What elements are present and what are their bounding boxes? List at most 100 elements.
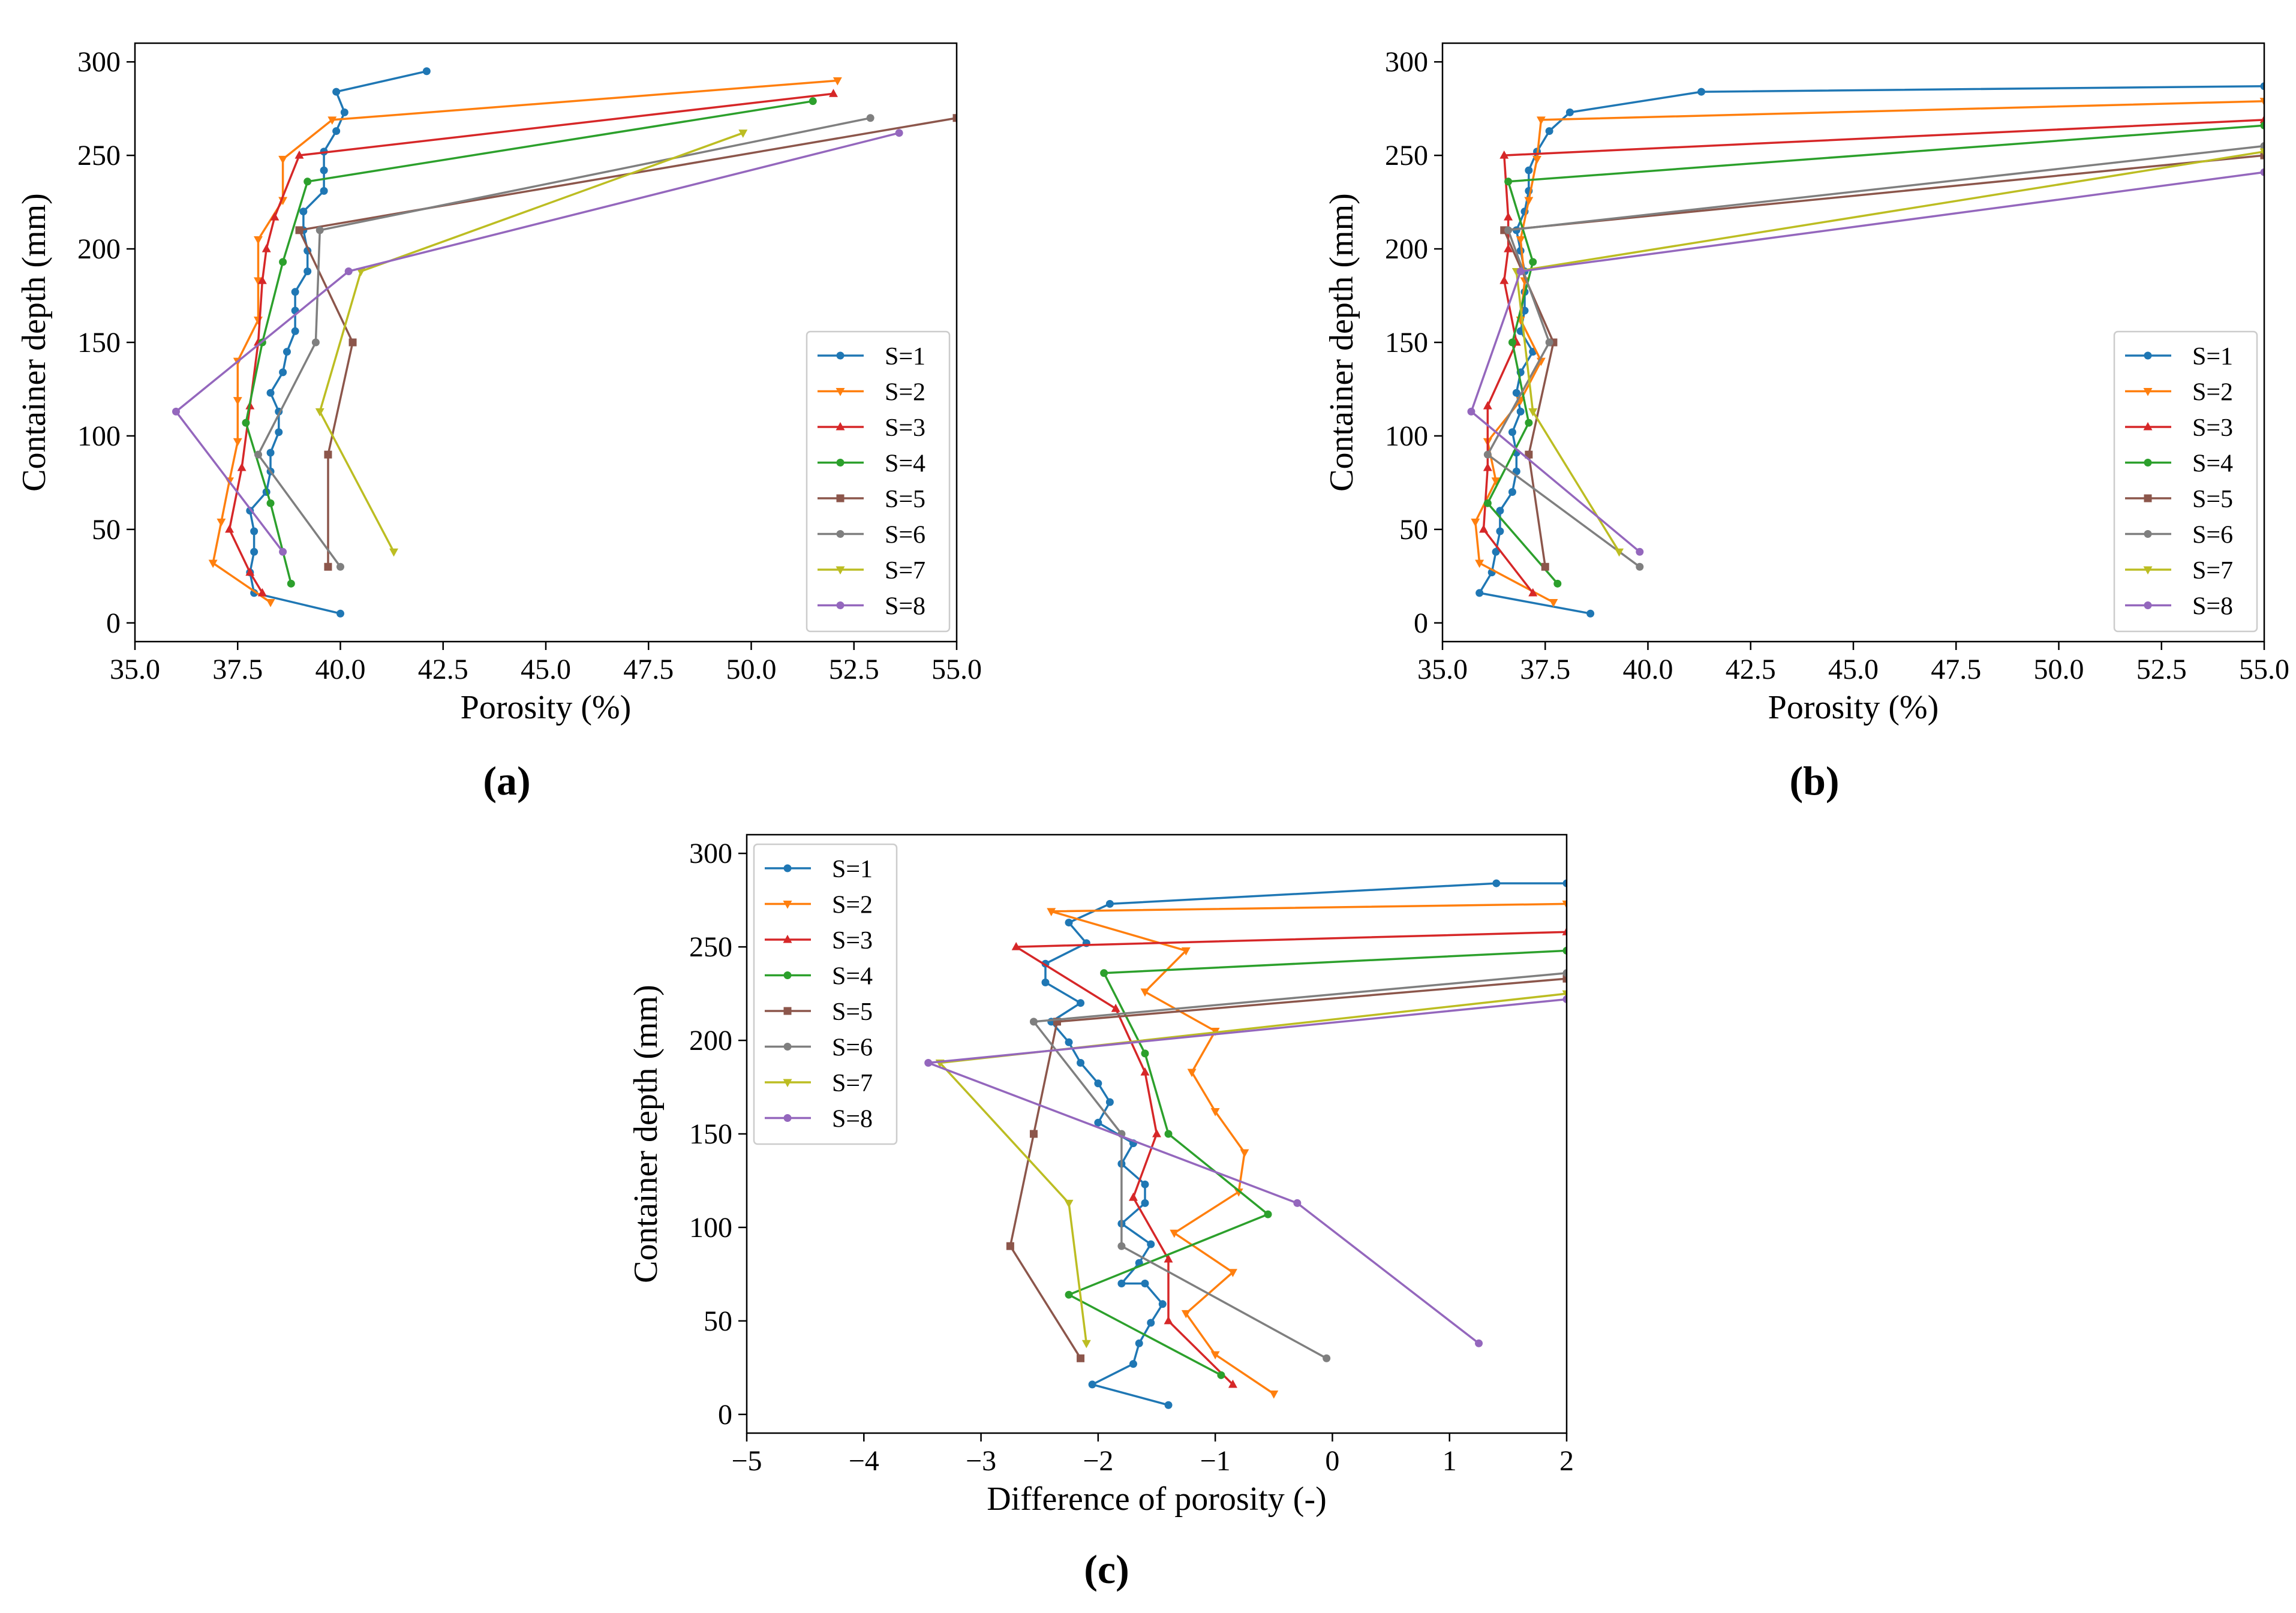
data-point <box>1504 177 1513 186</box>
data-point <box>336 562 344 571</box>
data-point <box>1117 1280 1126 1287</box>
data-point <box>2260 151 2264 160</box>
data-point <box>1088 1380 1096 1389</box>
data-point <box>1094 1118 1102 1127</box>
data-point <box>291 288 299 296</box>
data-point <box>1081 1340 1091 1349</box>
data-point <box>1140 1067 1150 1076</box>
data-point <box>324 450 332 459</box>
data-point <box>1562 995 1567 1003</box>
series-line-8 <box>927 998 1567 1344</box>
data-point <box>2260 142 2264 151</box>
y-tick-label: 50 <box>1399 514 1428 546</box>
data-point <box>1147 1240 1155 1248</box>
data-point <box>237 462 247 471</box>
data-point <box>833 77 842 86</box>
data-point <box>1006 1242 1014 1250</box>
data-point <box>2260 82 2264 91</box>
data-point <box>1562 927 1567 935</box>
series-line-7 <box>1515 151 2264 553</box>
data-point <box>1111 1003 1120 1012</box>
data-point <box>1129 1360 1137 1368</box>
data-point <box>1508 488 1516 496</box>
data-point <box>344 267 353 275</box>
data-point <box>254 317 263 325</box>
data-point <box>1475 589 1484 597</box>
data-point <box>1586 609 1595 618</box>
legend-marker <box>2144 459 2152 467</box>
data-point <box>172 407 180 416</box>
x-tick-label: −5 <box>731 1445 762 1477</box>
legend-marker <box>836 351 845 360</box>
series-line-3 <box>1015 931 1567 1386</box>
data-point <box>340 108 348 116</box>
data-point <box>1475 559 1484 568</box>
data-point <box>266 389 275 397</box>
y-tick-label: 200 <box>1385 233 1428 265</box>
x-tick-label: −2 <box>1083 1445 1113 1477</box>
data-point <box>1562 879 1567 887</box>
data-point <box>320 166 328 174</box>
data-point <box>1516 236 1525 245</box>
data-point <box>1164 1130 1173 1138</box>
data-point <box>1105 1098 1114 1106</box>
legend-marker <box>2143 422 2153 431</box>
legend-label: S=6 <box>885 522 925 549</box>
legend-marker <box>836 494 845 502</box>
panel-b: 35.0 37.5 40.0 42.5 45.0 47.5 50.0 52.5 55.0 0 50 1… <box>1323 42 2289 726</box>
series-line-1 <box>249 70 427 615</box>
legend: S=1 S=2 S=3 S=4 S=5 S=6 S=7 S=8 <box>2113 330 2258 633</box>
data-point <box>1565 108 1574 116</box>
x-tick-label: 35.0 <box>1417 654 1468 685</box>
data-point <box>1164 1316 1173 1325</box>
data-point <box>266 499 275 507</box>
legend-marker <box>836 530 845 538</box>
data-point <box>1525 166 1533 174</box>
legend-marker <box>836 601 845 609</box>
data-point <box>1029 1130 1038 1138</box>
data-point <box>829 89 838 97</box>
y-tick-label: 300 <box>1385 46 1428 78</box>
legend-marker <box>2143 387 2153 396</box>
data-point <box>1496 507 1504 515</box>
data-point <box>924 1058 933 1067</box>
data-point <box>294 151 304 159</box>
legend-marker <box>836 422 845 431</box>
data-point <box>2259 115 2264 124</box>
panel-a: 35.0 37.5 40.0 42.5 45.0 47.5 50.0 52.5 55.0 0 50 1… <box>16 42 982 726</box>
x-tick-label: 2 <box>1559 1445 1574 1477</box>
data-point <box>1516 267 1525 275</box>
data-point <box>332 127 341 136</box>
x-tick-label: 52.5 <box>2136 654 2187 685</box>
data-point <box>270 212 280 221</box>
x-tick-label: 37.5 <box>212 654 263 685</box>
data-point <box>1479 524 1488 533</box>
data-point <box>1077 1354 1085 1362</box>
x-tick-label: 52.5 <box>829 654 879 685</box>
data-point <box>1471 518 1480 527</box>
data-point <box>1047 908 1056 916</box>
series-line-2 <box>1474 100 2264 604</box>
data-point <box>1011 942 1021 950</box>
data-point <box>1499 275 1509 284</box>
data-point <box>1483 499 1492 507</box>
data-point <box>1508 338 1516 347</box>
y-tick-label: 100 <box>77 420 121 452</box>
legend-marker <box>783 1079 792 1088</box>
data-point <box>356 267 366 276</box>
data-point <box>279 547 287 556</box>
data-point <box>1228 1379 1237 1388</box>
data-point <box>1128 1192 1138 1201</box>
data-point <box>2259 98 2264 106</box>
data-point <box>257 275 267 284</box>
data-point <box>1524 197 1534 206</box>
data-point <box>1532 155 1542 164</box>
data-point <box>1483 450 1492 459</box>
data-point <box>1528 588 1538 597</box>
data-point <box>275 428 283 437</box>
data-point <box>1264 1210 1272 1218</box>
data-point <box>389 548 399 557</box>
data-point <box>257 588 267 597</box>
data-point <box>1100 969 1108 977</box>
data-point <box>1181 1310 1191 1319</box>
